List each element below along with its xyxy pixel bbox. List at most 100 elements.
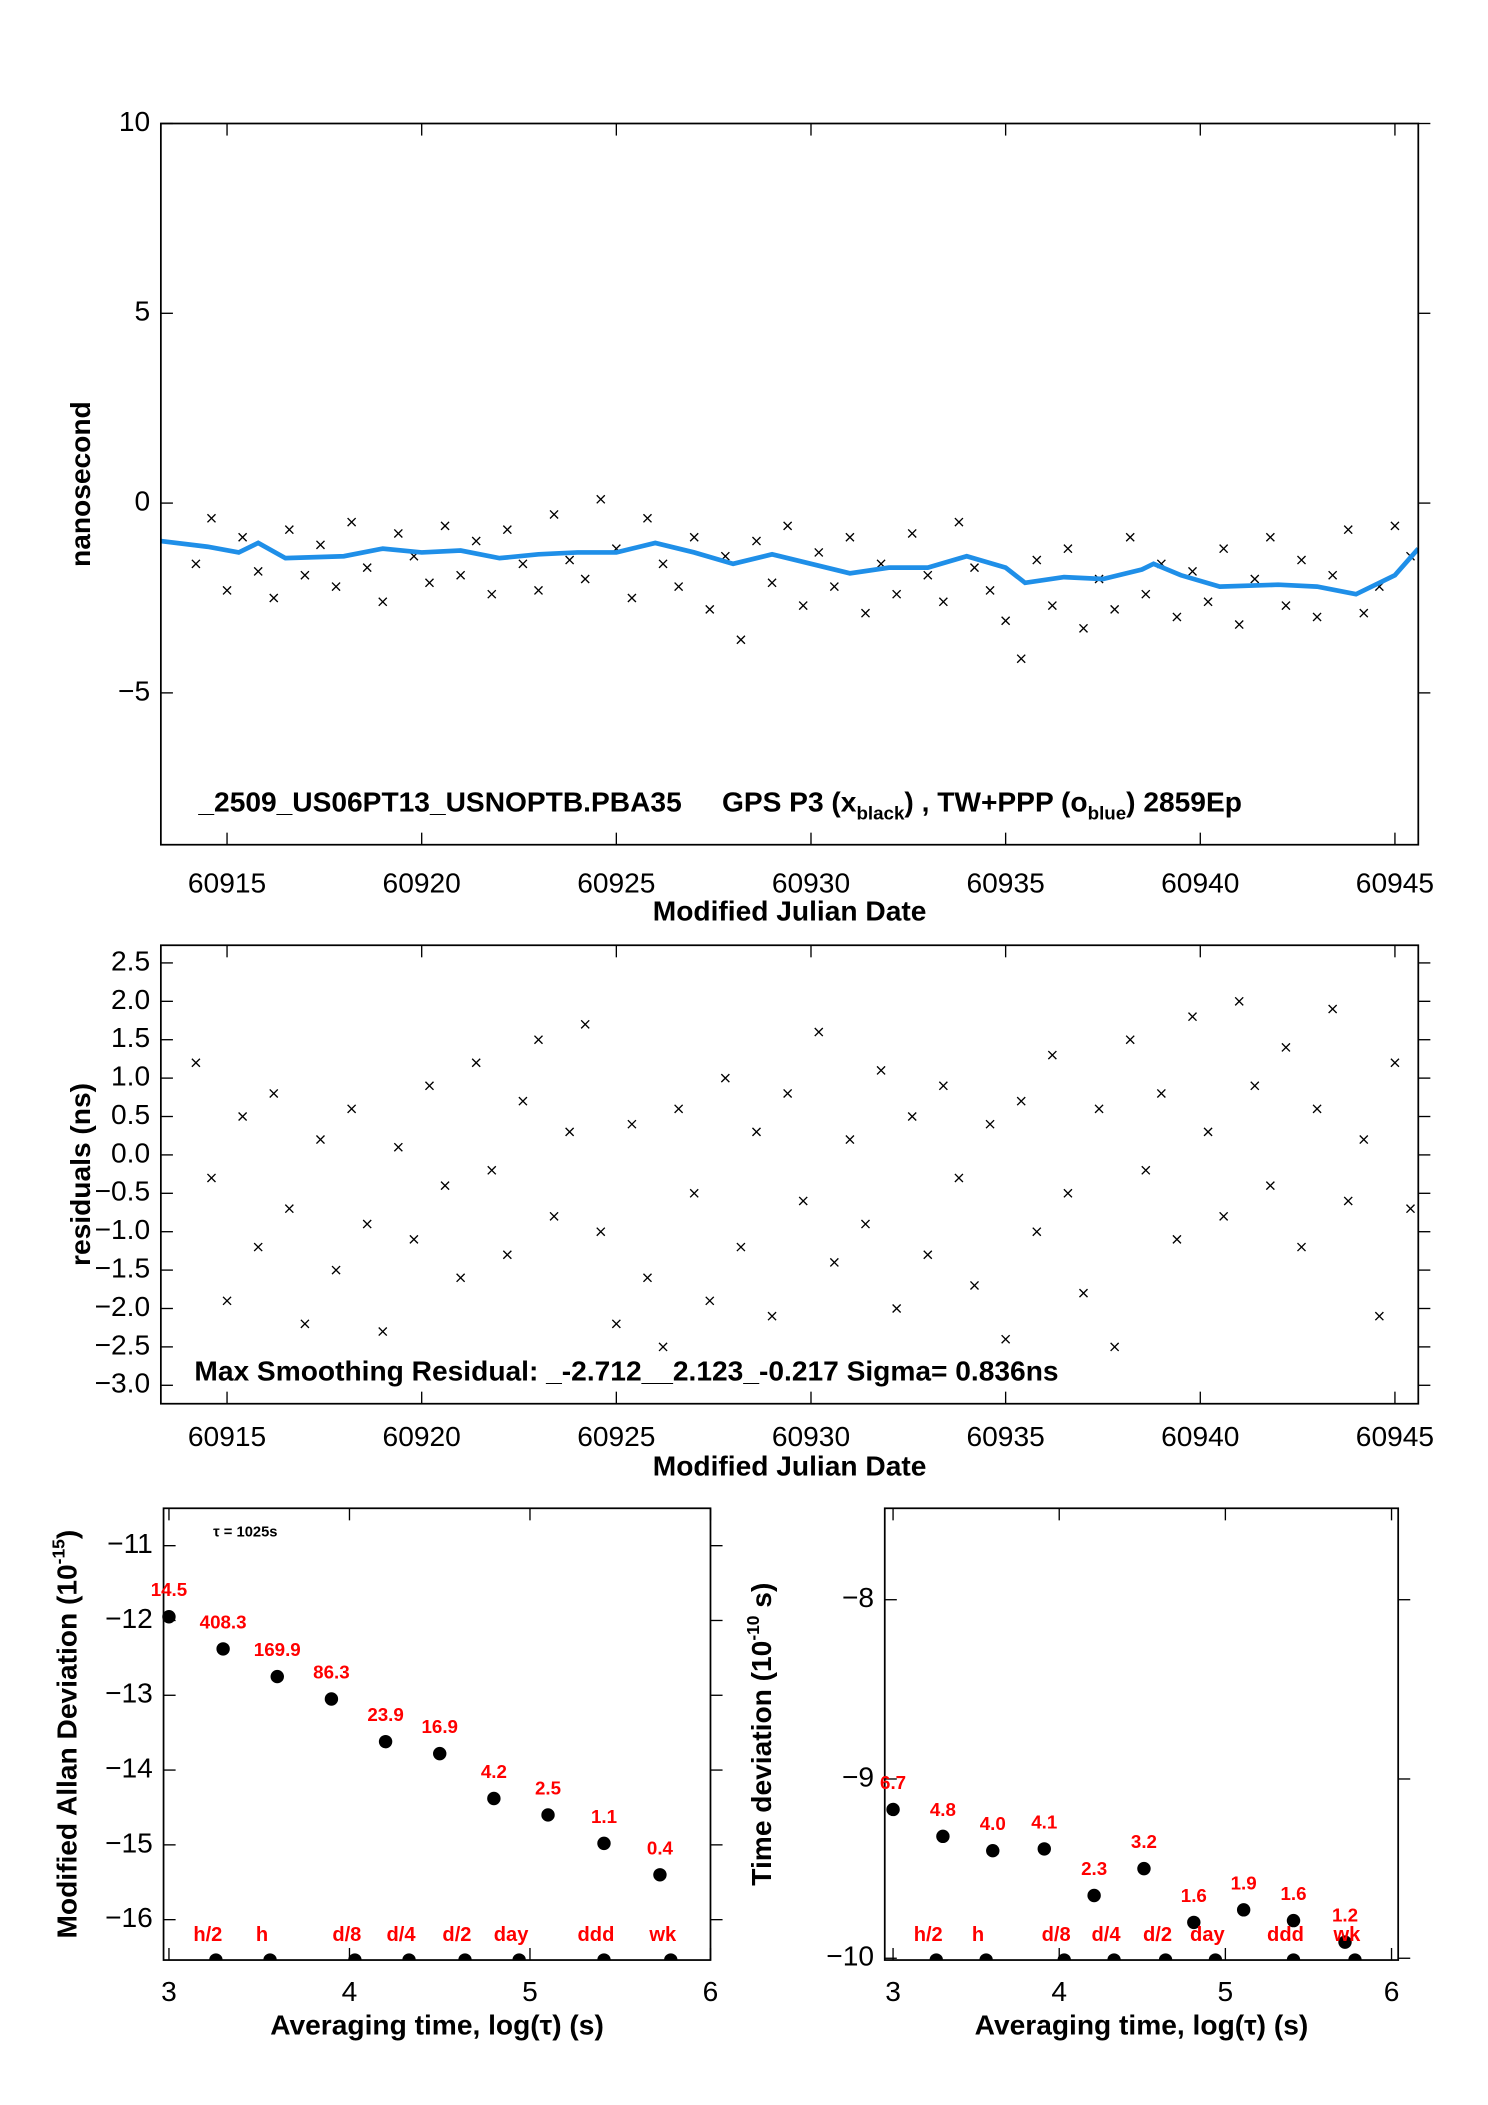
- time-marker: [979, 1953, 993, 1961]
- data-point: [1094, 1104, 1104, 1114]
- time-marker: [1057, 1953, 1071, 1961]
- time-marker: [263, 1953, 277, 1961]
- point-label: 14.5: [151, 1579, 188, 1600]
- data-point: [1016, 654, 1026, 664]
- annotation-part: blue: [1088, 803, 1127, 824]
- data-point: [1219, 544, 1229, 554]
- y-tick-label: −12: [105, 1603, 153, 1634]
- data-point: [502, 1250, 512, 1260]
- data-point: [1141, 589, 1151, 599]
- data-point: [1390, 521, 1400, 531]
- data-point: [923, 1250, 933, 1260]
- data-point: [433, 1746, 447, 1761]
- y-tick-label: −16: [105, 1902, 153, 1933]
- data-point: [518, 559, 528, 569]
- point-label: 1.6: [1181, 1885, 1207, 1906]
- data-point: [222, 585, 232, 595]
- annotation-part: ) 2859Ep: [1126, 787, 1242, 818]
- data-point: [471, 536, 481, 546]
- data-point: [1110, 1342, 1120, 1352]
- data-point: [1110, 604, 1120, 614]
- data-point: [378, 597, 388, 607]
- data-point: [347, 517, 357, 527]
- y-tick-label: −3.0: [95, 1368, 151, 1399]
- data-point: [767, 578, 777, 588]
- x-tick-label: 4: [342, 1976, 358, 2007]
- time-marker: [1286, 1953, 1301, 1961]
- time-marker: [1158, 1953, 1173, 1961]
- y-axis-label-text: residuals (ns): [66, 1083, 97, 1266]
- x-tick-label: 3: [161, 1976, 177, 2007]
- data-point: [1156, 1088, 1166, 1098]
- point-label: 3.2: [1131, 1831, 1157, 1852]
- data-point: [300, 570, 310, 580]
- data-point: [347, 1104, 357, 1114]
- data-point: [1087, 1888, 1101, 1903]
- x-tick-label: 6: [1384, 1976, 1400, 2007]
- time-marker-label: wk: [1333, 1924, 1362, 1946]
- data-point: [1343, 1196, 1353, 1206]
- data-point: [627, 1119, 637, 1129]
- data-point: [1338, 1935, 1352, 1949]
- data-point: [1032, 1227, 1042, 1237]
- plot-area: [191, 996, 1415, 1352]
- time-marker: [458, 1953, 472, 1961]
- data-point: [783, 521, 793, 531]
- y-tick-label: 0.0: [111, 1137, 150, 1168]
- data-point: [253, 566, 263, 576]
- y-tick-label: −13: [105, 1678, 153, 1709]
- data-point: [954, 517, 964, 527]
- y-axis-label-text: Time deviation (10: [747, 1641, 778, 1886]
- data-point: [860, 608, 870, 618]
- x-tick-label: 60930: [772, 867, 850, 898]
- data-point: [1047, 1050, 1057, 1060]
- x-tick-label: 3: [885, 1976, 901, 2007]
- data-point: [565, 555, 575, 565]
- point-label: 4.0: [980, 1813, 1006, 1834]
- data-point: [1328, 570, 1338, 580]
- y-axis-label: Modified Allan Deviation (10-15): [48, 1530, 83, 1939]
- data-point: [767, 1311, 777, 1321]
- y-axis-label-sup: -15: [48, 1539, 68, 1564]
- point-label: 1.9: [1231, 1872, 1257, 1893]
- time-marker: [348, 1953, 362, 1961]
- data-point: [378, 1734, 393, 1749]
- x-tick-label: 60920: [383, 867, 461, 898]
- y-tick-label: 0: [134, 486, 150, 517]
- plot-area: [160, 494, 1419, 664]
- time-marker-label: ddd: [578, 1924, 615, 1946]
- y-tick-label: 1.0: [111, 1061, 150, 1092]
- data-point: [876, 1065, 886, 1075]
- data-point: [393, 1142, 403, 1152]
- time-marker-label: day: [1190, 1924, 1225, 1946]
- data-point: [938, 1081, 948, 1091]
- data-point: [1001, 1334, 1011, 1344]
- time-marker-label: ddd: [1267, 1924, 1304, 1946]
- data-point: [829, 1257, 839, 1267]
- data-point: [1016, 1096, 1026, 1106]
- annotation: Max Smoothing Residual: _-2.712__2.123_-…: [194, 1355, 1058, 1386]
- point-label: 169.9: [254, 1639, 301, 1660]
- y-tick-label: 1.5: [111, 1022, 150, 1053]
- data-point: [424, 578, 434, 588]
- data-point: [1037, 1842, 1051, 1856]
- data-point: [331, 1265, 341, 1275]
- y-axis-label-sup: -10: [743, 1615, 763, 1640]
- point-label: 4.8: [930, 1799, 956, 1820]
- data-point: [238, 1112, 248, 1122]
- y-axis-label: nanosecond: [66, 401, 97, 567]
- data-point: [658, 1342, 668, 1352]
- smoothed-line: [160, 538, 1419, 597]
- data-point: [642, 1273, 652, 1283]
- data-point: [1137, 1861, 1151, 1876]
- frame: [883, 1507, 1400, 1961]
- data-point: [1125, 1035, 1135, 1045]
- data-point: [1234, 620, 1244, 630]
- data-point: [985, 585, 995, 595]
- data-point: [191, 1058, 201, 1068]
- data-point: [1187, 1915, 1201, 1930]
- data-point: [1188, 1012, 1197, 1022]
- data-point: [362, 1219, 372, 1229]
- data-point: [886, 1802, 900, 1817]
- time-marker: [597, 1953, 611, 1961]
